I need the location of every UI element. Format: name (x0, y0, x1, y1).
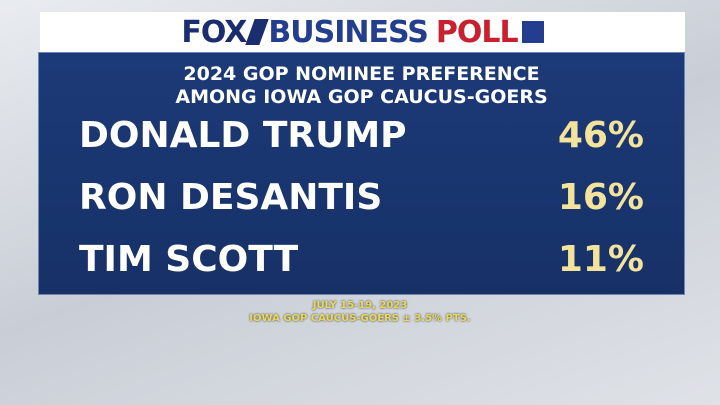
logo-slash (245, 19, 270, 45)
footer: IOWA GOP CAUCUS-GOERS ± 3.5% PTS. (249, 313, 471, 324)
title: 2024 GOP NOMINEE PREFERENCE (183, 63, 540, 85)
logo-bar: FOX BUSINESS POLL (40, 12, 685, 52)
candidate-name: RON DESANTIS (79, 177, 383, 218)
poll-label: POLL (435, 14, 519, 50)
row: DONALD TRUMP 46% (79, 115, 644, 156)
panel: 2024 GOP NOMINEE PREFERENCE AMONG IOWA G… (38, 52, 685, 295)
network: BUSINESS (268, 14, 428, 50)
title: AMONG IOWA GOP CAUCUS-GOERS (175, 86, 548, 108)
brand: FOX (181, 14, 247, 50)
percentage: 16% (557, 177, 644, 218)
logo-icon (521, 21, 544, 43)
row: RON DESANTIS 16% (79, 177, 644, 218)
footer: JULY 15-19, 2023 (312, 300, 408, 311)
candidate-name: TIM SCOTT (79, 239, 299, 280)
percentage: 46% (557, 115, 644, 156)
percentage: 11% (557, 239, 644, 280)
candidate-name: DONALD TRUMP (79, 115, 407, 156)
row: TIM SCOTT 11% (79, 239, 644, 280)
